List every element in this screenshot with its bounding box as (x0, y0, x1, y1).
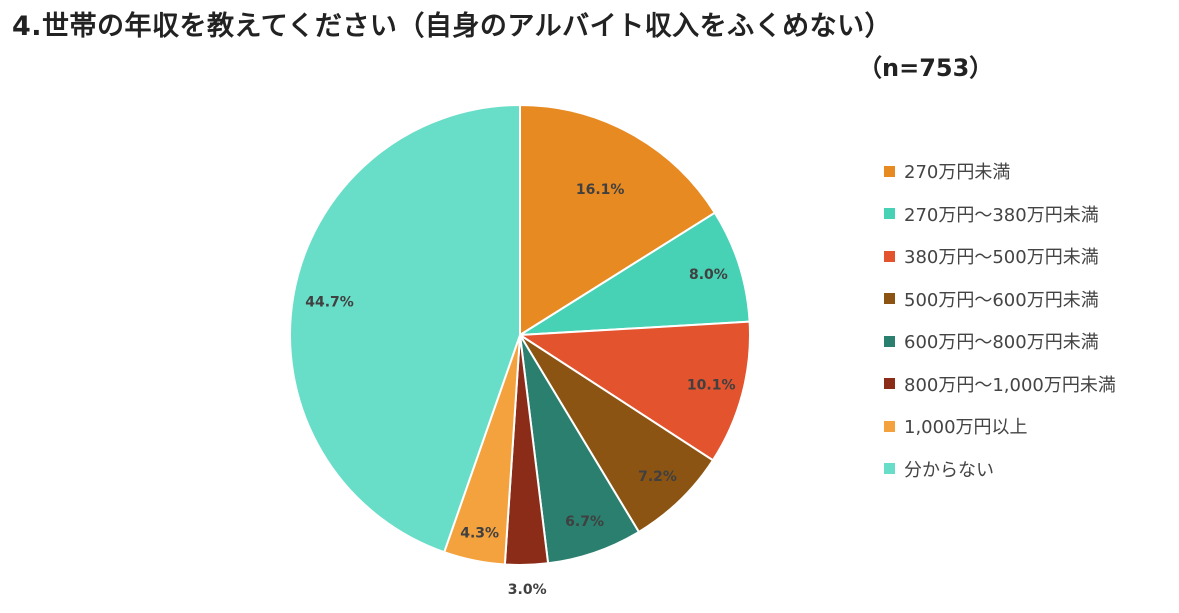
legend-swatch (884, 420, 895, 432)
pie-slice (516, 320, 751, 462)
pie-slice (519, 103, 717, 337)
legend-item-under-270: 270万円未満 (884, 150, 1116, 193)
legend-item-500-600: 500万円～600万円未満 (884, 278, 1116, 321)
legend-item-380-500: 380万円～500万円未満 (884, 235, 1116, 278)
chart-title: 4.世帯の年収を教えてください（自身のアルバイト収入をふくめない） (12, 11, 893, 42)
legend-swatch (884, 463, 895, 475)
legend-label: 380万円～500万円未満 (904, 247, 1099, 269)
legend-label: 1,000万円以上 (904, 417, 1028, 439)
legend-label: 270万円～380万円未満 (904, 204, 1099, 226)
data-label: 6.7% (565, 514, 604, 530)
pie-slice (519, 211, 751, 336)
legend-label: 500万円～600万円未満 (904, 289, 1099, 311)
legend-label: 600万円～800万円未満 (904, 332, 1099, 354)
legend-item-over-1000: 1,000万円以上 (884, 405, 1116, 448)
legend-label: 800万円～1,000万円未満 (904, 374, 1116, 396)
legend-swatch (884, 165, 895, 177)
data-label: 10.1% (687, 378, 736, 394)
legend-label: 270万円未満 (904, 162, 1011, 184)
data-label: 16.1% (576, 182, 625, 198)
legend: 270万円未満 270万円～380万円未満 380万円～500万円未満 500万… (884, 150, 1116, 490)
legend-item-unknown: 分からない (884, 448, 1116, 491)
pie-slice (289, 103, 521, 554)
data-label: 3.0% (508, 582, 547, 598)
legend-item-270-380: 270万円～380万円未満 (884, 193, 1116, 236)
legend-swatch (884, 208, 895, 220)
legend-swatch (884, 250, 895, 262)
legend-swatch (884, 293, 895, 305)
legend-item-800-1000: 800万円～1,000万円未満 (884, 363, 1116, 406)
legend-item-600-800: 600万円～800万円未満 (884, 320, 1116, 363)
pie-slice (519, 334, 715, 534)
legend-swatch (884, 378, 895, 390)
data-label: 7.2% (638, 469, 677, 485)
data-label: 8.0% (689, 267, 728, 283)
sample-size-label: （n=753） (858, 54, 994, 82)
legend-swatch (884, 335, 895, 347)
data-label: 4.3% (460, 525, 499, 541)
legend-label: 分からない (904, 459, 994, 481)
data-label: 44.7% (305, 295, 354, 311)
